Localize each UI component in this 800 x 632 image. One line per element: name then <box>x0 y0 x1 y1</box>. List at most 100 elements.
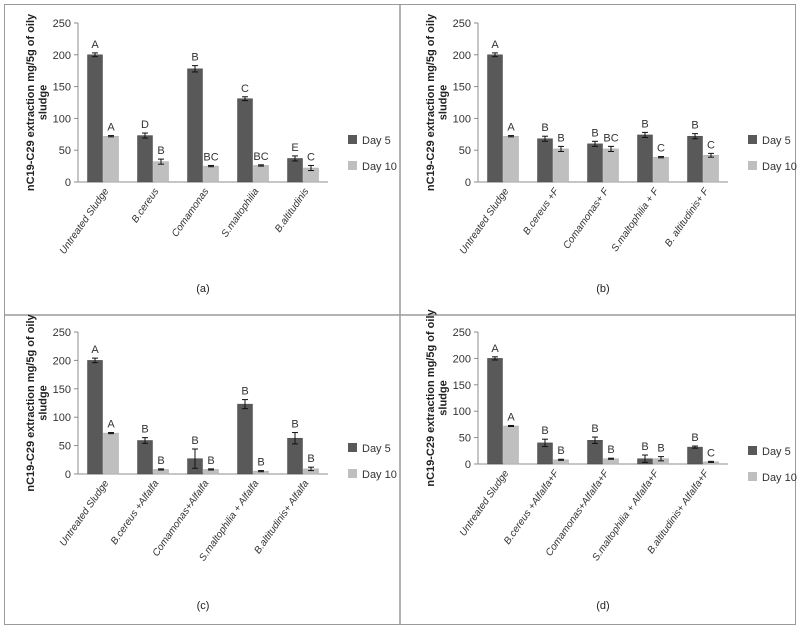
significance-letter: B <box>307 453 314 465</box>
y-axis-label-line1: nC19-C29 extraction mg/5g of oily <box>25 13 37 191</box>
bar-day10 <box>153 161 169 183</box>
y-tick-label: 0 <box>65 177 71 189</box>
significance-letter: B <box>591 127 598 139</box>
significance-letter: A <box>107 419 115 431</box>
category-label: Comamonas+Alfalfa <box>151 478 212 559</box>
bar-day10 <box>253 165 269 183</box>
y-tick-label: 50 <box>459 145 471 157</box>
y-axis-label-line1: nC19-C29 extraction mg/5g of oily <box>425 13 437 191</box>
bar-day5 <box>287 158 303 183</box>
y-axis-label-line1: nC19-C29 extraction mg/5g of oily <box>425 308 437 486</box>
significance-letter: B <box>591 423 598 435</box>
significance-letter: B <box>557 132 564 144</box>
significance-letter: B <box>141 424 148 436</box>
y-tick-label: 0 <box>65 469 71 481</box>
category-label: B.cereus +Alfalfa+F <box>502 468 562 547</box>
bar-day5 <box>87 54 103 183</box>
y-tick-label: 200 <box>453 50 471 62</box>
significance-letter: B <box>557 445 564 457</box>
significance-letter: A <box>107 122 115 134</box>
bar-day10 <box>553 148 569 183</box>
significance-letter: A <box>507 411 515 423</box>
y-tick-label: 50 <box>59 441 71 453</box>
bar-day5 <box>237 403 253 475</box>
y-tick-label: 200 <box>453 353 471 365</box>
legend-label-day10: Day 10 <box>762 161 797 173</box>
y-tick-label: 100 <box>53 412 71 424</box>
y-tick-label: 0 <box>465 177 471 189</box>
y-tick-label: 50 <box>59 145 71 157</box>
significance-letter: B <box>157 145 164 157</box>
y-axis-label-line2: sludge <box>437 380 449 415</box>
bar-day10 <box>653 156 669 183</box>
y-tick-label: 250 <box>53 18 71 30</box>
y-tick-label: 100 <box>453 406 471 418</box>
legend-swatch-day5 <box>348 135 357 144</box>
panel-label: (a) <box>196 283 209 295</box>
y-tick-label: 0 <box>465 459 471 471</box>
significance-letter: B <box>207 455 214 467</box>
legend-label-day10: Day 10 <box>362 161 397 173</box>
significance-letter: B <box>691 120 698 132</box>
significance-letter: A <box>91 344 99 356</box>
bar-day5 <box>537 138 553 183</box>
y-axis-label: nC19-C29 extraction mg/5g of oilysludge <box>425 13 450 191</box>
significance-letter: B <box>191 52 198 64</box>
significance-letter: B <box>241 386 248 398</box>
y-tick-label: 100 <box>453 113 471 125</box>
y-tick-label: 150 <box>453 380 471 392</box>
category-label: Untreated Sludge <box>58 478 112 548</box>
y-tick-label: 250 <box>453 18 471 30</box>
panel-label: (b) <box>596 283 609 295</box>
panel-label: (c) <box>197 600 210 612</box>
significance-letter: C <box>657 143 665 155</box>
significance-letter: C <box>241 83 249 95</box>
legend-label-day5: Day 5 <box>762 446 791 458</box>
bar-day5 <box>87 360 103 475</box>
y-tick-label: 150 <box>453 82 471 94</box>
y-axis-label-line2: sludge <box>37 85 49 120</box>
bar-day5 <box>137 440 153 475</box>
category-label: B. altitudinis+ F <box>663 186 712 249</box>
category-label: Untreated Sludge <box>58 186 112 256</box>
significance-letter: B <box>641 118 648 130</box>
category-label: B.cereus +F <box>521 186 562 237</box>
legend-swatch-day5 <box>348 443 357 452</box>
category-label: Untreated Sludge <box>458 186 512 256</box>
category-label: B.altitudinis <box>273 186 311 234</box>
legend-swatch-day10 <box>748 161 757 170</box>
category-label: B.cereus +Alfalfa <box>109 478 162 547</box>
legend-swatch-day10 <box>748 472 757 481</box>
category-label: B.altitudinis+ Alfalfa <box>252 478 311 556</box>
significance-letter: E <box>291 142 298 154</box>
y-tick-label: 200 <box>53 355 71 367</box>
significance-letter: B <box>191 435 198 447</box>
bar-day5 <box>637 134 653 183</box>
significance-letter: A <box>507 122 515 134</box>
bar-day10 <box>603 148 619 183</box>
significance-letter: C <box>707 139 715 151</box>
significance-letter: A <box>491 343 499 355</box>
legend-label-day10: Day 10 <box>762 472 797 484</box>
significance-letter: B <box>291 419 298 431</box>
significance-letter: B <box>541 425 548 437</box>
category-label: Comamonas+ F <box>561 186 611 252</box>
significance-letter: B <box>691 432 698 444</box>
legend-label-day5: Day 5 <box>362 443 391 455</box>
panel-label: (d) <box>596 600 609 612</box>
bar-day10 <box>203 165 219 183</box>
significance-letter: B <box>541 122 548 134</box>
bar-day5 <box>187 68 203 183</box>
y-axis-label-line2: sludge <box>37 385 49 420</box>
y-axis-label-line2: sludge <box>437 85 449 120</box>
y-axis-label: nC19-C29 extraction mg/5g of oilysludge <box>25 13 50 191</box>
bar-day5 <box>487 358 503 465</box>
significance-letter: C <box>307 151 315 163</box>
legend-swatch-day5 <box>748 446 757 455</box>
bar-day10 <box>503 425 519 465</box>
significance-letter: B <box>257 457 264 469</box>
bar-day10 <box>103 135 119 183</box>
category-label: B.cereus <box>130 186 162 225</box>
